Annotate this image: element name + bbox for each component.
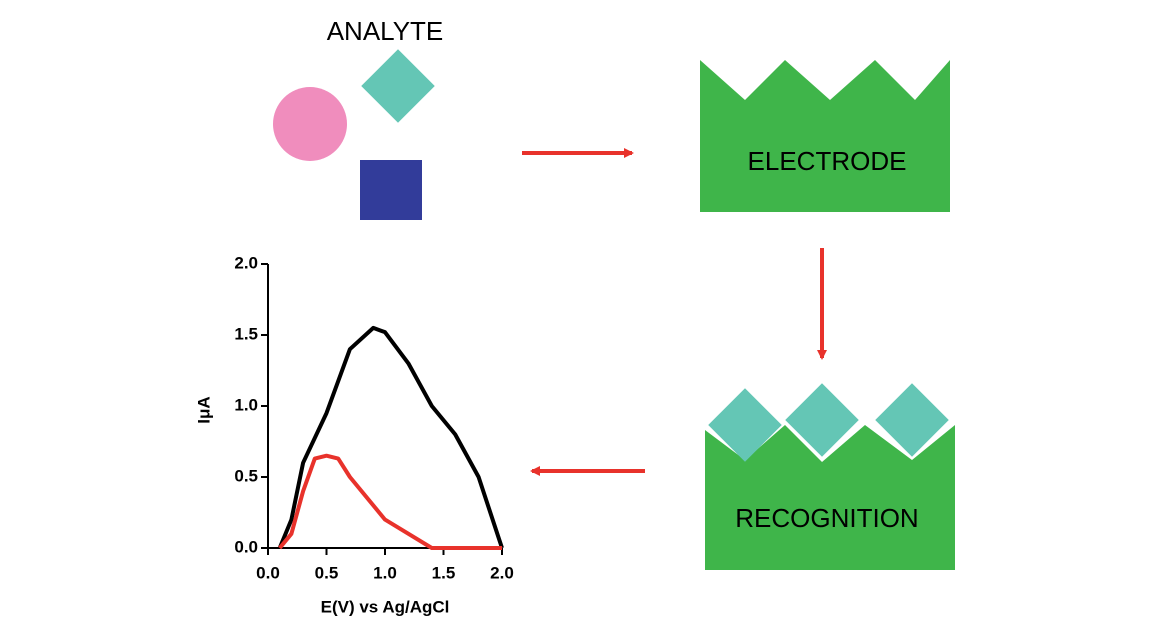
y-axis-title: IμA <box>194 396 213 423</box>
x-axis-title: E(V) vs Ag/AgCl <box>321 597 450 616</box>
analyte-square <box>360 160 422 220</box>
recognition-label: RECOGNITION <box>735 503 918 533</box>
electrode-label: ELECTRODE <box>748 146 907 176</box>
y-tick-label: 0.5 <box>234 466 258 485</box>
data-line <box>280 328 502 548</box>
analyte-label: ANALYTE <box>327 16 444 46</box>
x-tick-label: 0.0 <box>256 563 280 582</box>
electrode <box>700 60 950 212</box>
x-tick-label: 0.5 <box>315 563 339 582</box>
x-tick-label: 1.0 <box>373 563 397 582</box>
x-tick-label: 2.0 <box>490 563 514 582</box>
analyte-circle <box>273 87 347 161</box>
y-tick-label: 0.0 <box>234 537 258 556</box>
y-tick-label: 2.0 <box>234 253 258 272</box>
x-tick-label: 1.5 <box>432 563 456 582</box>
y-tick-label: 1.5 <box>234 324 258 343</box>
analyte-diamond <box>361 49 435 123</box>
data-line <box>280 456 502 548</box>
chart: E(V) vs Ag/AgCl IμA 0.0 0.5 1.0 1.5 2.0 0.0 0.… <box>194 253 513 616</box>
diagram: ANALYTE ELECTRODE RECOGNITION E(V) vs Ag… <box>0 0 1160 623</box>
y-tick-label: 1.0 <box>234 395 258 414</box>
